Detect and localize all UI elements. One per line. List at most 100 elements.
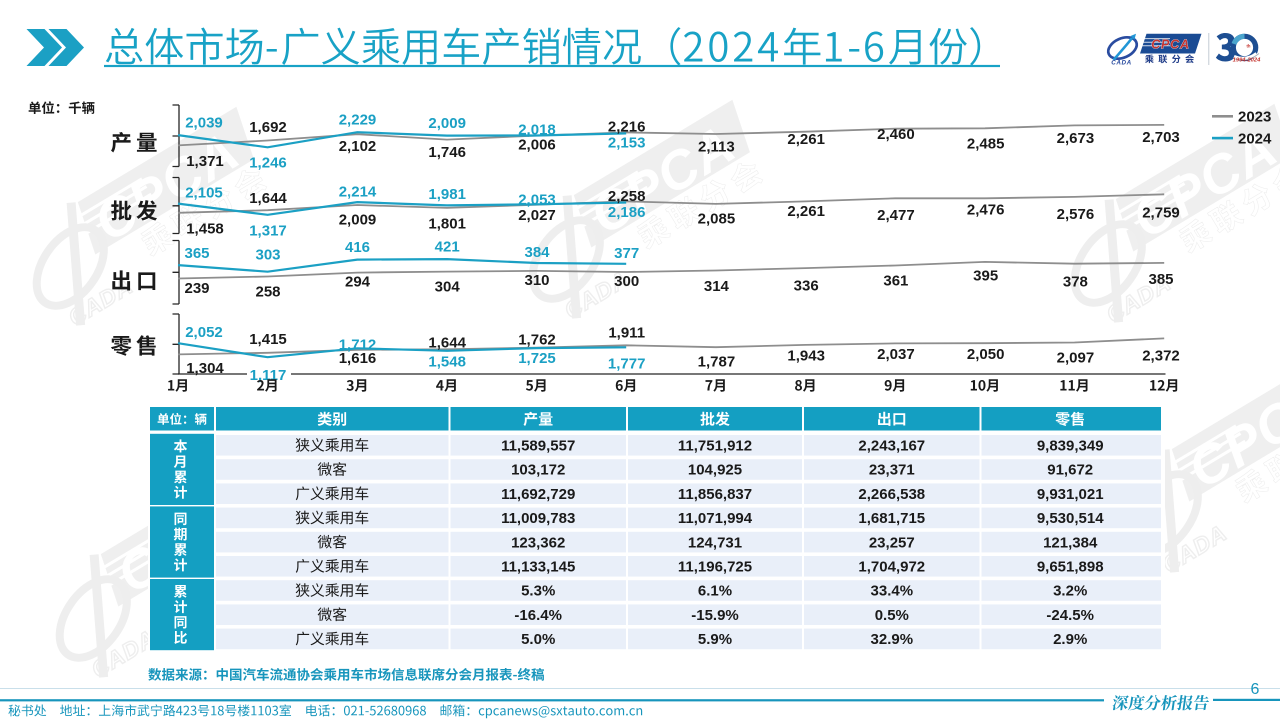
svg-text:2,372: 2,372: [1142, 347, 1180, 364]
svg-text:421: 421: [435, 238, 460, 255]
svg-text:11,009,783: 11,009,783: [501, 510, 575, 527]
svg-text:11,196,725: 11,196,725: [678, 559, 752, 576]
svg-text:2,027: 2,027: [518, 207, 556, 224]
svg-text:2,266,538: 2,266,538: [858, 486, 925, 503]
svg-text:1,777: 1,777: [608, 356, 646, 373]
svg-text:104,925: 104,925: [688, 462, 742, 479]
svg-text:384: 384: [524, 244, 550, 261]
svg-text:5.3%: 5.3%: [521, 583, 555, 600]
svg-text:1,304: 1,304: [186, 360, 224, 377]
svg-text:2,476: 2,476: [967, 201, 1005, 218]
svg-text:2,261: 2,261: [787, 203, 825, 220]
svg-text:1,692: 1,692: [249, 119, 287, 136]
svg-text:1,117: 1,117: [250, 367, 287, 384]
svg-text:103,172: 103,172: [511, 462, 565, 479]
svg-text:1,644: 1,644: [249, 190, 287, 207]
svg-text:2,460: 2,460: [877, 126, 915, 143]
svg-text:CADA: CADA: [1111, 59, 1132, 66]
svg-text:1,317: 1,317: [249, 223, 287, 240]
svg-text:1994-2024: 1994-2024: [1233, 57, 1261, 63]
svg-text:CPCA: CPCA: [1151, 38, 1190, 52]
svg-text:2.9%: 2.9%: [1053, 631, 1087, 648]
svg-text:2,009: 2,009: [339, 212, 377, 229]
svg-text:91,672: 91,672: [1047, 462, 1093, 479]
svg-text:11,589,557: 11,589,557: [501, 438, 575, 455]
svg-text:1,644: 1,644: [428, 334, 466, 351]
svg-text:1,712: 1,712: [339, 336, 377, 353]
svg-text:11,692,729: 11,692,729: [501, 486, 575, 503]
svg-text:2,052: 2,052: [185, 324, 223, 341]
svg-text:1,787: 1,787: [698, 354, 736, 371]
svg-text:2,186: 2,186: [608, 204, 646, 221]
svg-text:1,681,715: 1,681,715: [858, 510, 925, 527]
svg-text:1,548: 1,548: [428, 354, 466, 371]
svg-text:3.2%: 3.2%: [1053, 583, 1087, 600]
svg-text:5.0%: 5.0%: [521, 631, 555, 648]
svg-text:1,246: 1,246: [249, 154, 287, 171]
svg-text:1,762: 1,762: [518, 332, 556, 349]
svg-text:2,261: 2,261: [787, 131, 825, 148]
svg-text:2,759: 2,759: [1142, 205, 1180, 222]
svg-text:2,037: 2,037: [877, 346, 915, 363]
svg-text:2,258: 2,258: [608, 188, 646, 205]
svg-text:11,071,994: 11,071,994: [678, 510, 753, 527]
svg-text:2,009: 2,009: [428, 115, 466, 132]
svg-text:258: 258: [255, 284, 280, 301]
svg-text:2,477: 2,477: [877, 207, 915, 224]
svg-text:-16.4%: -16.4%: [514, 607, 562, 624]
svg-text:2,485: 2,485: [967, 136, 1005, 153]
svg-text:2,085: 2,085: [698, 211, 736, 228]
svg-text:361: 361: [883, 273, 908, 290]
svg-text:310: 310: [524, 272, 549, 289]
svg-text:2,216: 2,216: [608, 118, 646, 135]
svg-text:121,384: 121,384: [1043, 534, 1098, 551]
svg-text:2,243,167: 2,243,167: [858, 438, 925, 455]
svg-text:1,704,972: 1,704,972: [858, 559, 925, 576]
svg-text:5.9%: 5.9%: [698, 631, 732, 648]
svg-text:9,839,349: 9,839,349: [1037, 438, 1104, 455]
svg-text:1,725: 1,725: [518, 350, 556, 367]
svg-text:2,097: 2,097: [1057, 349, 1095, 366]
svg-text:1,415: 1,415: [249, 331, 287, 348]
svg-text:2,039: 2,039: [185, 114, 223, 131]
svg-text:1,943: 1,943: [787, 347, 825, 364]
svg-text:11,856,837: 11,856,837: [678, 486, 752, 503]
svg-text:1,911: 1,911: [608, 325, 645, 342]
svg-text:416: 416: [345, 239, 370, 256]
svg-text:2023: 2023: [1238, 109, 1271, 126]
svg-text:2,703: 2,703: [1142, 129, 1180, 146]
svg-text:1,981: 1,981: [428, 186, 466, 203]
svg-text:2,229: 2,229: [339, 112, 377, 129]
svg-text:123,362: 123,362: [511, 534, 565, 551]
svg-text:6.1%: 6.1%: [698, 583, 732, 600]
svg-text:2,053: 2,053: [518, 192, 556, 209]
svg-text:6: 6: [1251, 681, 1260, 698]
svg-text:1,746: 1,746: [428, 144, 466, 161]
svg-text:365: 365: [184, 245, 209, 262]
svg-text:9,931,021: 9,931,021: [1037, 486, 1104, 503]
svg-text:2,153: 2,153: [608, 134, 646, 151]
svg-text:-15.9%: -15.9%: [691, 607, 739, 624]
svg-text:377: 377: [614, 245, 639, 262]
svg-text:2,105: 2,105: [185, 184, 223, 201]
svg-text:1,458: 1,458: [186, 221, 224, 238]
svg-text:-24.5%: -24.5%: [1046, 607, 1094, 624]
svg-text:300: 300: [614, 273, 639, 290]
svg-text:th: th: [1247, 44, 1251, 49]
svg-text:2,102: 2,102: [339, 138, 377, 155]
svg-text:294: 294: [345, 274, 371, 291]
svg-text:0.5%: 0.5%: [875, 607, 909, 624]
svg-text:9,530,514: 9,530,514: [1037, 510, 1104, 527]
svg-text:303: 303: [255, 246, 280, 263]
svg-text:2,214: 2,214: [339, 183, 377, 200]
svg-text:2,050: 2,050: [967, 346, 1005, 363]
svg-text:395: 395: [973, 268, 998, 285]
svg-text:1,616: 1,616: [339, 350, 377, 367]
svg-text:2024: 2024: [1238, 130, 1272, 147]
svg-text:23,257: 23,257: [869, 534, 915, 551]
svg-text:2,018: 2,018: [518, 121, 556, 138]
svg-text:11,133,145: 11,133,145: [501, 559, 575, 576]
svg-text:23,371: 23,371: [869, 462, 915, 479]
svg-text:32.9%: 32.9%: [871, 631, 914, 648]
svg-text:9,651,898: 9,651,898: [1037, 559, 1104, 576]
